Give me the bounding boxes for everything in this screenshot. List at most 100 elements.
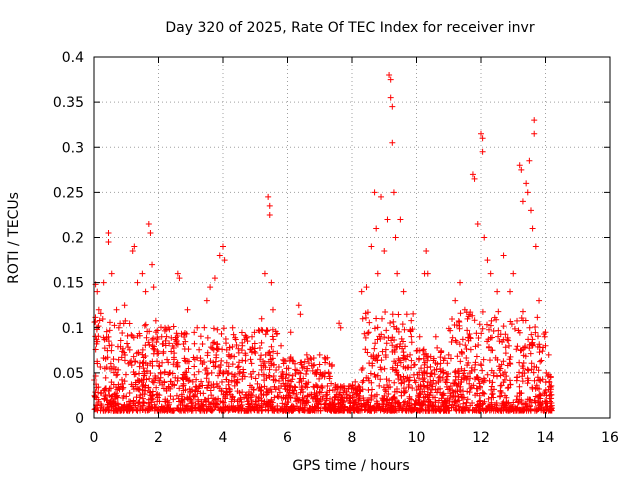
data-point [395, 328, 402, 335]
data-point [105, 239, 112, 246]
data-point [275, 363, 282, 370]
data-point [122, 317, 129, 324]
data-point [282, 375, 289, 382]
data-point [352, 378, 359, 385]
data-point [92, 405, 99, 412]
data-point [170, 344, 177, 351]
data-point [165, 371, 172, 378]
data-point [243, 334, 250, 341]
data-point [349, 394, 356, 401]
data-point [505, 342, 512, 349]
data-point [182, 338, 189, 345]
data-point [322, 405, 329, 412]
data-point [432, 359, 439, 366]
data-point [389, 311, 396, 318]
data-point [235, 349, 242, 356]
data-point [274, 403, 281, 410]
data-point [276, 389, 283, 396]
data-point [372, 373, 379, 380]
data-point [489, 347, 496, 354]
data-point [112, 390, 119, 397]
data-point [159, 359, 166, 366]
data-point [273, 367, 280, 373]
data-point [382, 352, 389, 359]
data-point [388, 337, 395, 344]
data-point [502, 344, 509, 351]
data-point [406, 400, 413, 407]
data-point [280, 360, 287, 367]
data-point [416, 333, 423, 340]
data-point [341, 387, 348, 394]
data-point [128, 331, 135, 338]
data-point [141, 322, 148, 329]
data-point [452, 368, 459, 375]
data-point [480, 390, 487, 397]
data-point [203, 371, 210, 378]
data-point [272, 386, 279, 393]
data-point [424, 270, 431, 277]
data-point [170, 323, 177, 330]
data-point [276, 378, 283, 385]
data-point [416, 375, 423, 382]
data-point [335, 400, 342, 407]
data-point [463, 376, 470, 383]
data-point [353, 404, 360, 411]
data-point [111, 322, 118, 329]
data-point [261, 270, 268, 277]
y-tick-label: 0.3 [62, 140, 84, 156]
data-point [371, 345, 378, 352]
y-tick-label: 0.2 [62, 231, 84, 247]
data-point [479, 405, 486, 412]
data-point [451, 369, 458, 376]
data-point [528, 366, 535, 373]
data-point [392, 343, 399, 350]
data-point [258, 326, 265, 333]
data-point [124, 332, 131, 339]
data-point [396, 403, 403, 410]
data-point [210, 325, 217, 332]
data-point [352, 386, 359, 393]
data-point [420, 401, 427, 408]
data-point [146, 388, 153, 395]
data-point [440, 367, 447, 374]
data-point [436, 373, 443, 380]
data-point [260, 358, 267, 365]
data-point [198, 378, 205, 385]
data-point [255, 371, 262, 378]
data-point [372, 407, 379, 414]
data-point [519, 308, 526, 315]
data-point [382, 386, 389, 393]
data-point [174, 363, 181, 370]
data-point [485, 395, 492, 402]
data-point [437, 360, 444, 367]
data-point [201, 324, 208, 331]
data-point [128, 357, 135, 364]
data-point [317, 384, 324, 391]
data-point [313, 390, 320, 397]
data-point [176, 385, 183, 392]
data-point [268, 279, 275, 286]
data-point [232, 371, 239, 378]
data-point [485, 344, 492, 351]
data-point [293, 391, 300, 398]
data-point [251, 329, 258, 336]
data-point [287, 354, 294, 361]
data-point [130, 368, 137, 375]
data-point [245, 401, 252, 408]
data-point [237, 394, 244, 401]
data-point [351, 399, 358, 406]
data-point [113, 306, 120, 313]
data-point [132, 379, 139, 386]
data-point [174, 341, 181, 348]
data-point [385, 334, 392, 341]
data-point [364, 349, 371, 356]
data-point [101, 396, 108, 403]
data-point [358, 288, 365, 295]
data-point [119, 345, 126, 352]
data-point [383, 396, 390, 403]
data-point [408, 357, 415, 364]
data-point [304, 365, 311, 372]
data-point [250, 368, 257, 375]
data-point [271, 383, 278, 390]
data-point [230, 402, 237, 409]
